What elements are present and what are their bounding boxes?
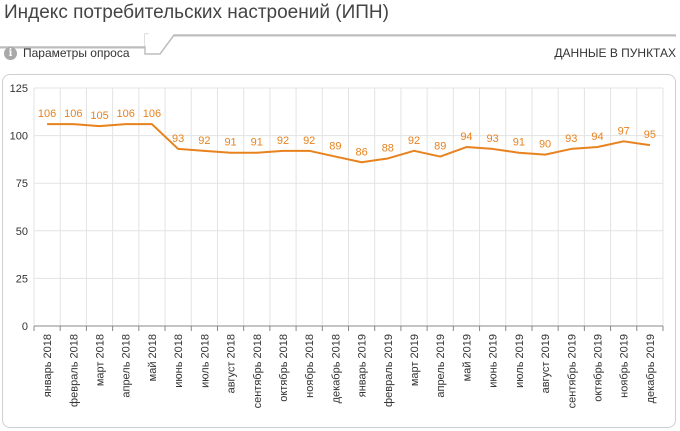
data-label: 105 [90, 110, 108, 122]
data-label: 92 [277, 135, 289, 147]
x-tick-label: октябрь 2018 [278, 334, 290, 402]
data-label: 93 [565, 133, 577, 145]
x-tick-label: июль 2018 [199, 334, 211, 388]
y-tick-label: 75 [16, 178, 28, 190]
data-label: 91 [513, 137, 525, 149]
data-label: 97 [618, 125, 630, 137]
x-tick-label: февраль 2019 [383, 334, 395, 407]
page-title: Индекс потребительских настроений (ИПН) [4, 2, 389, 23]
data-label: 86 [355, 146, 367, 158]
y-tick-label: 0 [22, 321, 28, 333]
x-tick-label: май 2018 [147, 334, 159, 381]
x-tick-label: декабрь 2019 [645, 334, 657, 403]
data-label: 89 [329, 141, 341, 153]
x-tick-label: июнь 2018 [173, 334, 185, 388]
data-label: 88 [382, 142, 394, 154]
x-tick-label: июнь 2019 [488, 334, 500, 388]
line-chart: 0 25 50 75 100 125 январь 2018 февраль 2018 март… [10, 83, 664, 408]
x-tick-label: январь 2018 [42, 334, 54, 397]
x-tick-label: май 2019 [461, 334, 473, 381]
data-label: 106 [143, 108, 161, 120]
data-label: 93 [172, 133, 184, 145]
y-tick-label: 50 [16, 226, 28, 238]
x-tick-label: август 2018 [226, 334, 238, 393]
y-tick-label: 25 [16, 273, 28, 285]
data-label: 91 [224, 137, 236, 149]
x-tick-label: март 2019 [409, 334, 421, 386]
data-label: 94 [591, 131, 603, 143]
data-label: 92 [198, 135, 210, 147]
data-label: 92 [408, 135, 420, 147]
info-icon: i [4, 46, 17, 60]
data-label: 106 [38, 108, 56, 120]
x-tick-label: апрель 2018 [121, 334, 133, 398]
x-tick-label: февраль 2018 [68, 334, 80, 407]
chart-container: 0 25 50 75 100 125 январь 2018 февраль 2018 март… [2, 74, 676, 428]
x-tick-label: март 2018 [95, 334, 107, 386]
data-label: 94 [460, 131, 472, 143]
x-tick-label: октябрь 2019 [592, 334, 604, 402]
data-label: 93 [487, 133, 499, 145]
x-tick-label: август 2019 [540, 334, 552, 393]
y-tick-label: 125 [10, 83, 28, 95]
x-tick-label: ноябрь 2018 [304, 334, 316, 398]
series-line [47, 123, 651, 164]
y-tick-label: 100 [10, 131, 28, 143]
units-label: ДАННЫЕ В ПУНКТАХ [554, 46, 676, 60]
data-label: 92 [303, 135, 315, 147]
x-tick-label: сентябрь 2018 [252, 334, 264, 408]
data-label: 91 [251, 137, 263, 149]
survey-params-button[interactable]: i Параметры опроса [4, 46, 130, 60]
data-label: 106 [117, 108, 135, 120]
x-tick-label: ноябрь 2019 [619, 334, 631, 398]
header-divider [0, 33, 676, 55]
x-tick-label: июль 2019 [514, 334, 526, 388]
x-tick-label: январь 2019 [357, 334, 369, 397]
data-label: 89 [434, 141, 446, 153]
survey-params-label: Параметры опроса [23, 46, 130, 60]
data-label: 90 [539, 139, 551, 151]
data-label: 95 [644, 129, 656, 141]
data-label: 106 [64, 108, 82, 120]
x-tick-label: апрель 2019 [435, 334, 447, 398]
x-tick-label: декабрь 2018 [330, 334, 342, 403]
x-tick-label: сентябрь 2019 [566, 334, 578, 408]
